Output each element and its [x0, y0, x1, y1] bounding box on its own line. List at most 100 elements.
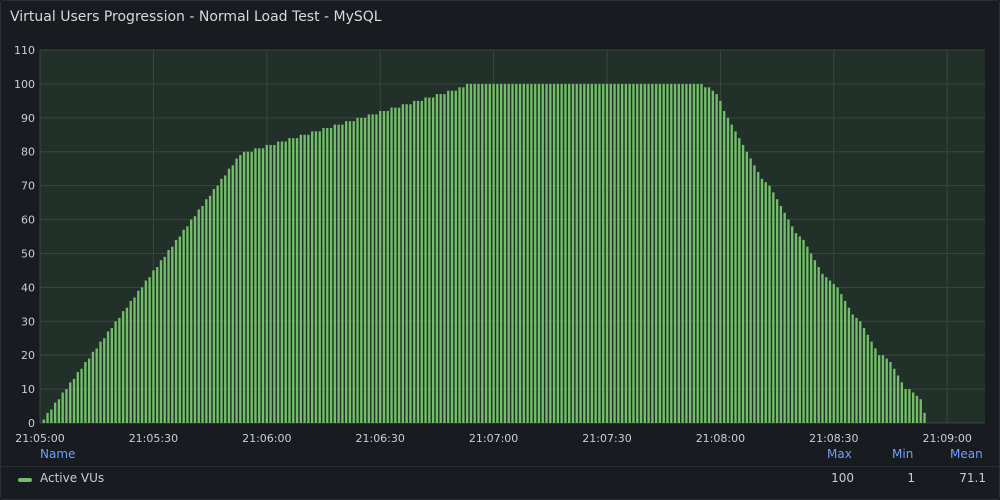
bar [730, 124, 733, 423]
bar [647, 83, 650, 423]
bar [314, 131, 318, 423]
bar [590, 83, 594, 423]
x-axis-ticks: 21:05:00 21:05:30 21:06:00 21:06:30 21:07:00… [15, 432, 972, 445]
bar [602, 83, 605, 423]
y-tick-label: 110 [14, 44, 35, 57]
bar [908, 389, 911, 423]
bar [61, 392, 64, 423]
bar [401, 104, 405, 423]
bar [775, 199, 779, 423]
bar [84, 361, 87, 423]
bar [235, 158, 238, 423]
x-tick-label: 21:05:30 [129, 432, 178, 445]
bar [261, 148, 265, 423]
bar [757, 172, 760, 423]
bar [144, 280, 148, 423]
bar [216, 185, 219, 423]
bar [802, 239, 805, 423]
bar [57, 399, 61, 423]
bar [836, 287, 839, 423]
bar [454, 90, 457, 423]
bar [568, 83, 571, 423]
bar [363, 117, 367, 424]
bar [310, 131, 314, 423]
bar [42, 419, 45, 423]
bar [866, 334, 869, 423]
bar [549, 83, 552, 423]
bar [821, 273, 824, 423]
bar [859, 321, 862, 423]
bar [847, 307, 851, 423]
bar [870, 341, 873, 423]
bar [862, 328, 866, 423]
bar [503, 83, 507, 423]
bar [545, 83, 548, 423]
legend-color-swatch [18, 478, 32, 482]
bar [522, 83, 526, 423]
y-tick-label: 60 [21, 214, 35, 227]
bar [465, 83, 469, 423]
bar [397, 107, 401, 424]
bar [828, 280, 832, 423]
bar [348, 121, 352, 423]
bar [318, 131, 321, 423]
bar [386, 111, 389, 423]
legend-header-min[interactable]: Min [892, 447, 914, 461]
bar [488, 83, 491, 423]
bar [307, 134, 310, 424]
bar [212, 189, 216, 423]
legend-header-mean[interactable]: Mean [950, 447, 983, 461]
panel-title[interactable]: Virtual Users Progression - Normal Load … [10, 9, 382, 25]
legend-series-name[interactable]: Active VUs [40, 471, 105, 485]
x-tick-label: 21:08:30 [809, 432, 858, 445]
bar [356, 117, 359, 424]
bar [609, 83, 612, 423]
y-tick-label: 70 [21, 180, 35, 193]
bar [239, 155, 242, 424]
bar [515, 83, 518, 423]
bar [624, 83, 628, 423]
y-axis-ticks: 0 10 20 30 40 50 60 70 80 90 100 110 [14, 44, 35, 430]
bar [258, 148, 261, 423]
y-tick-label: 40 [21, 281, 35, 294]
bar [632, 83, 635, 423]
x-tick-label: 21:05:00 [15, 432, 64, 445]
bar [768, 185, 771, 423]
bar [87, 358, 91, 423]
bar [148, 277, 151, 423]
bar [715, 94, 718, 423]
bar [280, 141, 284, 423]
bar [190, 219, 193, 423]
bar [794, 233, 798, 423]
bar [345, 121, 348, 423]
bar [575, 83, 578, 423]
bar [760, 178, 764, 423]
legend-divider [1, 466, 999, 467]
legend-header-max[interactable]: Max [827, 447, 852, 461]
x-tick-label: 21:08:00 [696, 432, 745, 445]
bar [639, 83, 643, 423]
bar [919, 399, 922, 423]
bar [594, 83, 597, 423]
bar [379, 111, 382, 423]
bar [628, 83, 631, 423]
bar [205, 199, 208, 423]
bar [564, 83, 567, 423]
bar [129, 300, 132, 423]
bar [787, 219, 790, 423]
bar [110, 328, 113, 423]
bar [118, 317, 121, 423]
bar [723, 111, 726, 423]
bar [329, 127, 333, 423]
bar-series-active-vus [42, 83, 926, 424]
legend-header-name[interactable]: Name [40, 447, 76, 461]
bar [103, 338, 106, 423]
bar [91, 351, 95, 423]
bar [265, 144, 268, 424]
bar [121, 311, 125, 423]
bar [806, 246, 809, 423]
bar [881, 355, 885, 423]
bar [72, 378, 76, 423]
bar [707, 87, 711, 424]
bar [333, 124, 337, 423]
